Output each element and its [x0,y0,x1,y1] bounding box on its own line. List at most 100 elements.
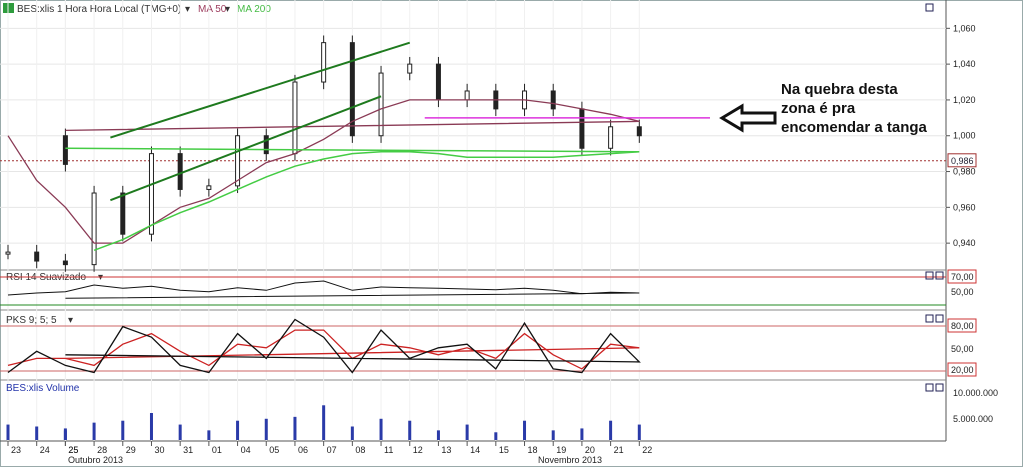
x-tick-label: 23 [11,445,21,455]
annotation-line-3: encomendar a tanga [781,119,928,136]
x-tick-label: 13 [441,445,451,455]
maximize-icon[interactable] [935,383,944,392]
last-price-badge [947,153,977,168]
rsi-level-50: 50,00 [951,287,974,297]
price-candle [292,81,298,155]
price-candle [550,90,556,110]
y-tick-label: 1,000 [953,131,976,141]
x-tick-label: 07 [327,445,337,455]
volume-bar [379,418,383,440]
channel-lower-line [110,95,382,202]
dropdown-chevron-icon[interactable]: ▾ [225,4,230,15]
volume-bar [178,424,182,440]
pks-level-20: 20,00 [951,365,974,375]
volume-bar [92,422,96,440]
x-tick-label: 25 [68,445,78,455]
y-tick-label: 1,040 [953,59,976,69]
minimize-icon[interactable] [925,271,934,280]
dropdown-chevron-icon[interactable]: ▾ [68,315,73,326]
ma200-label[interactable]: MA 200 [237,4,271,15]
price-candle [34,251,40,262]
pks-level-badge-20 [947,362,977,377]
y-tick-label: 0,940 [953,238,976,248]
y-tick-label: 1,020 [953,95,976,105]
volume-bar [121,420,125,440]
annotation: Na quebra desta zona é pra encomendar a … [719,81,928,136]
volume-bar [408,420,412,440]
volume-bar [637,424,641,440]
x-tick-label: 04 [241,445,251,455]
x-tick-label: 24 [40,445,50,455]
volume-bar [264,418,268,440]
volume-bar [322,405,326,440]
x-axis-days: 23 24 25 28 29 30 31 01 04 05 06 07 08 11 12 13 14 15 18 19… [7,441,652,455]
price-candle [579,108,585,149]
price-candle [235,135,241,187]
ma200-line [65,147,640,252]
ma50-line [7,99,640,244]
pks-d-line [7,329,640,370]
price-candle [5,251,11,255]
price-candle [177,153,183,190]
x-tick-label: 31 [183,445,193,455]
volume-bar [63,428,67,440]
channel-upper-line [110,41,411,139]
x-tick-label: 28 [97,445,107,455]
volume-bar [580,428,584,440]
price-candle [349,42,355,137]
price-candle [321,42,327,83]
maximize-icon[interactable] [935,271,944,280]
price-candle [636,126,642,137]
volume-bar [35,426,39,440]
price-candle [378,72,384,137]
volume-bar [293,416,297,440]
price-candle [608,126,614,149]
symbol-label[interactable]: BES:xlis 1 Hora Hora Local (TMG+0) [17,4,181,15]
pks-level-80: 80,00 [951,321,974,331]
volume-bar [551,430,555,440]
volume-bar [149,413,153,440]
minimize-icon[interactable] [925,314,934,323]
x-tick-label: 08 [355,445,365,455]
price-candle [62,260,68,266]
volume-bar [494,432,498,440]
x-tick-label: 30 [154,445,164,455]
dropdown-chevron-icon[interactable]: ▾ [185,4,190,15]
rsi-line [7,280,640,299]
volume-bar [6,424,10,440]
volume-bar [436,430,440,440]
month-label-october: Outubro 2013 [68,455,123,465]
last-price-value: 0,986 [951,156,974,166]
ma50-label[interactable]: MA 50 [198,4,227,15]
x-tick-label: 15 [499,445,509,455]
volume-level-10m: 10.000.000 [953,388,998,398]
price-candle [407,63,413,74]
price-candle [206,185,212,190]
arrow-left-icon [719,103,777,133]
price-candle [464,90,470,101]
volume-level-5m: 5.000.000 [953,414,993,424]
volume-label[interactable]: BES:xlis Volume [6,383,80,394]
volume-bar [350,426,354,440]
x-tick-label: 25 [68,445,78,455]
price-candle [148,153,154,235]
x-tick-label: 29 [126,445,136,455]
rsi-level-70: 70,00 [951,272,974,282]
maximize-icon[interactable] [925,3,934,12]
volume-bar [207,430,211,440]
volume-bar [523,420,527,440]
price-candle [91,192,97,266]
volume-bar [465,424,469,440]
y-tick-label: 0,980 [953,167,976,177]
pks-level-badge-80 [947,318,977,333]
volume-series [6,405,641,440]
maximize-icon[interactable] [935,314,944,323]
annotation-line-1: Na quebra desta [781,81,898,98]
x-tick-label: 19 [556,445,566,455]
x-tick-label: 18 [528,445,538,455]
pks-label[interactable]: PKS 9; 5; 5 [6,315,57,326]
price-y-ticks: 1,060 1,040 1,020 1,000 0,980 0,960 0,940 [946,23,976,248]
volume-bar [236,420,240,440]
minimize-icon[interactable] [925,383,934,392]
